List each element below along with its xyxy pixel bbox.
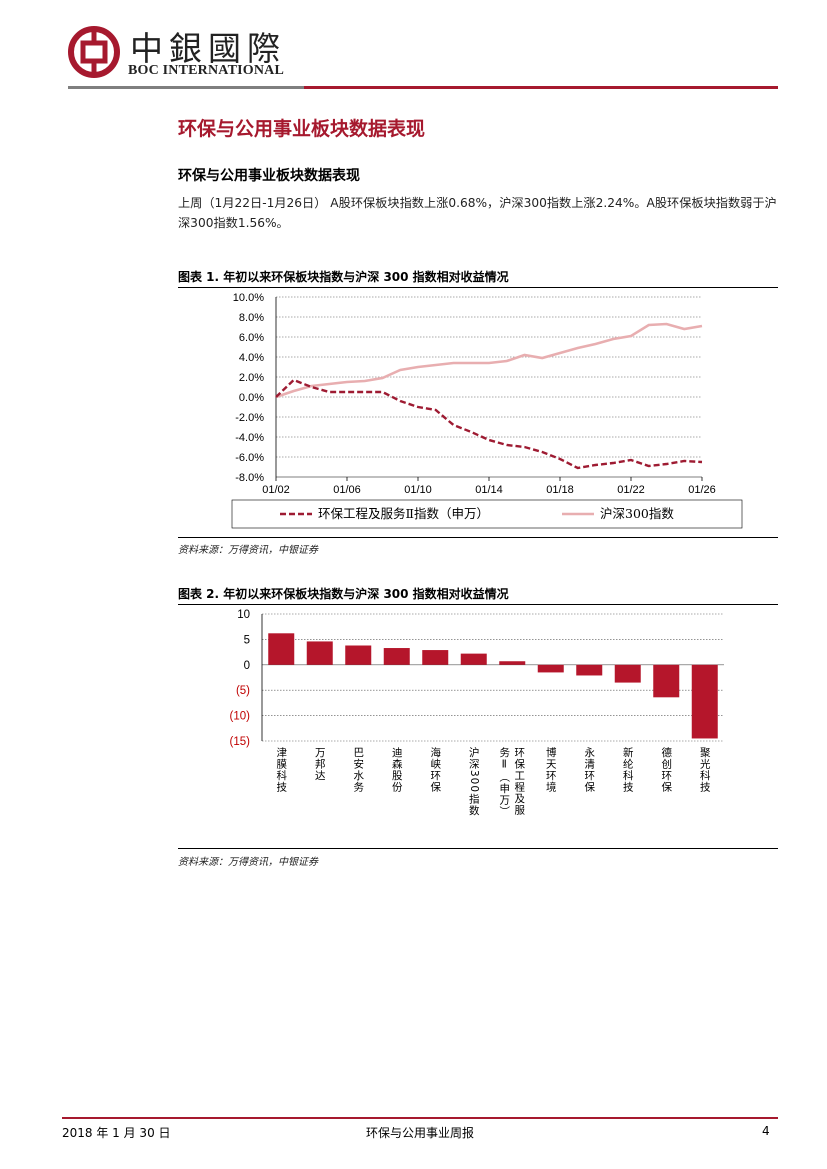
summary-paragraph: 上周（1月22日-1月26日） A股环保板块指数上涨0.68%，沪深300指数上…	[178, 196, 777, 230]
x-tick-label: 01/14	[475, 484, 503, 496]
x-tick-label: 01/10	[404, 484, 432, 496]
x-tick-label: 01/06	[333, 484, 361, 496]
line-chart: 10.0% 8.0% 6.0% 4.0% 2.0% 0.0% -2.0% -4.0% -6.0%…	[231, 292, 743, 529]
bar	[537, 664, 564, 673]
logo-english-name: BOC INTERNATIONAL	[128, 63, 284, 78]
header-rule	[68, 86, 778, 89]
y-tick-label: (5)	[236, 685, 250, 697]
y-tick-label: (15)	[230, 736, 251, 748]
y-tick-label: -4.0%	[235, 432, 264, 444]
figure2-top-rule	[178, 604, 778, 605]
y-tick-label: -8.0%	[235, 472, 264, 484]
figure1-bottom-rule	[178, 537, 778, 538]
y-tick-label: -2.0%	[235, 412, 264, 424]
footer-page-number: 4	[762, 1124, 770, 1138]
footer-rule	[62, 1117, 778, 1119]
bar-category-label: 沪深300指数	[467, 747, 480, 817]
x-tick-label: 01/26	[688, 484, 716, 496]
x-tick-label: 01/18	[546, 484, 574, 496]
x-tick-label: 01/02	[262, 484, 290, 496]
bar-category-label: 环保工程及服务Ⅱ（申万）	[498, 747, 526, 818]
bar	[576, 664, 603, 676]
figure1-top-rule	[178, 287, 778, 288]
bar	[345, 645, 372, 665]
y-tick-label: 10	[237, 609, 250, 621]
bar-category-label: 万邦达	[313, 747, 326, 782]
footer-report-name: 环保与公用事业周报	[366, 1126, 475, 1140]
bar-category-label: 聚光科技	[698, 747, 711, 793]
x-tick-label: 01/22	[617, 484, 645, 496]
bar	[691, 664, 718, 739]
figure2-title: 图表 2. 年初以来环保板块指数与沪深 300 指数相对收益情况	[178, 587, 509, 601]
series-line-1	[275, 322, 703, 399]
boc-logo-icon	[68, 26, 120, 78]
bar	[653, 664, 680, 698]
bar-category-label: 永清环保	[583, 747, 596, 793]
figure1-source: 资料来源：万得资讯，中银证券	[178, 545, 318, 556]
section-title: 环保与公用事业板块数据表现	[178, 118, 426, 140]
y-tick-label: 2.0%	[239, 372, 264, 384]
y-tick-label: 5	[244, 634, 250, 646]
figure2-source: 资料来源：万得资讯，中银证券	[178, 857, 318, 868]
bar-chart: 10 5 0 (5) (10) (15)	[230, 609, 724, 748]
bar	[268, 633, 295, 665]
y-tick-label: 6.0%	[239, 332, 264, 344]
legend-label-env: 环保工程及服务Ⅱ指数（申万）	[318, 506, 489, 521]
logo-chinese-name: 中銀國際	[130, 29, 286, 68]
bar-category-label: 德创环保	[660, 747, 673, 793]
bar	[460, 653, 487, 665]
y-tick-label: 4.0%	[239, 352, 264, 364]
series-line-0	[275, 378, 703, 470]
figure2-bottom-rule	[178, 848, 778, 849]
bar	[614, 664, 641, 683]
y-tick-label: -6.0%	[235, 452, 264, 464]
bar-category-label: 海峡环保	[429, 747, 442, 793]
y-tick-label: 0	[244, 660, 250, 672]
bar-category-label: 博天环境	[544, 747, 557, 793]
legend-box	[231, 499, 743, 529]
y-tick-label: 8.0%	[239, 312, 264, 324]
bar-category-label: 津膜科技	[275, 747, 288, 793]
y-tick-label: (10)	[230, 711, 251, 723]
bar	[306, 641, 333, 665]
y-tick-label: 10.0%	[233, 292, 264, 304]
boc-logo: 中銀國際 BOC INTERNATIONAL	[68, 22, 308, 84]
legend-label-csi: 沪深300指数	[600, 506, 674, 521]
footer-date: 2018 年 1 月 30 日	[62, 1126, 171, 1140]
y-tick-label: 0.0%	[239, 392, 264, 404]
header-rule-accent	[68, 86, 304, 89]
bar	[499, 661, 526, 665]
figure1-title: 图表 1. 年初以来环保板块指数与沪深 300 指数相对收益情况	[178, 270, 509, 284]
bar-category-label: 巴安水务	[352, 747, 365, 793]
bar	[383, 648, 410, 665]
bar	[422, 650, 449, 665]
bar-category-label: 迪森股份	[390, 747, 403, 793]
subsection-title: 环保与公用事业板块数据表现	[178, 168, 360, 184]
bar-category-label: 新纶科技	[621, 747, 634, 793]
